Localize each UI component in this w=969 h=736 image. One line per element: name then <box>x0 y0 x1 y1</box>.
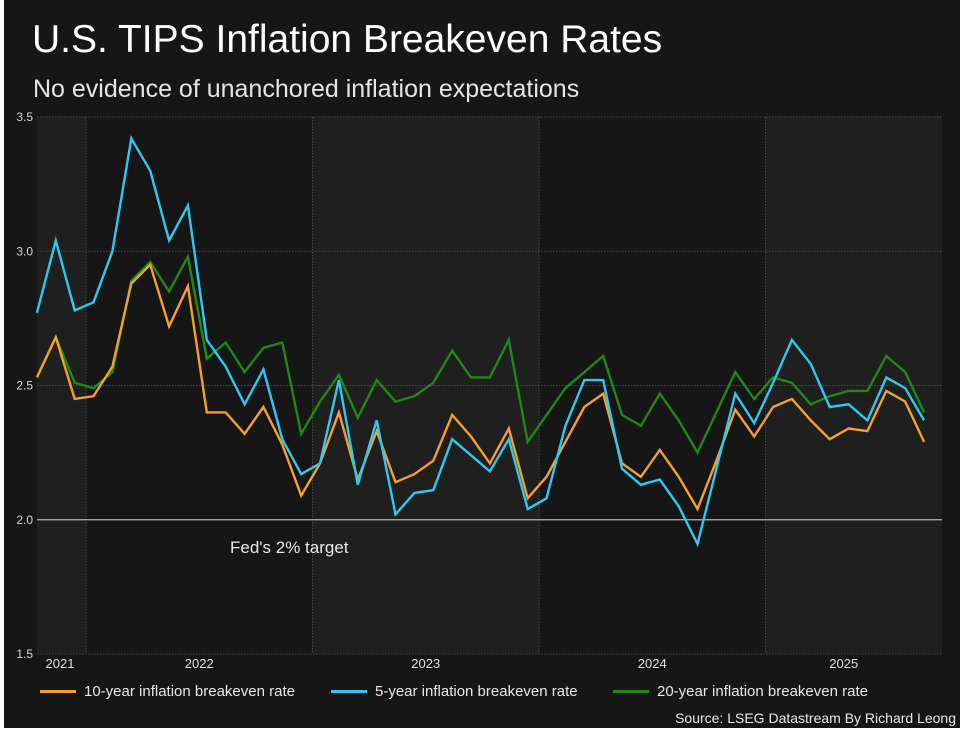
y-tick-label: 1.5 <box>16 647 33 661</box>
legend-swatch-10-year <box>40 690 76 693</box>
legend-swatch-20-year <box>613 690 649 693</box>
y-tick-label: 2.0 <box>16 513 33 527</box>
x-tick-label: 2023 <box>411 656 440 671</box>
legend-label-5-year: 5-year inflation breakeven rate <box>375 683 578 700</box>
x-tick-label: 2025 <box>829 656 858 671</box>
legend-label-20-year: 20-year inflation breakeven rate <box>657 683 868 700</box>
series-line-10-year <box>35 262 926 512</box>
chart-title: U.S. TIPS Inflation Breakeven Rates <box>32 18 663 61</box>
y-tick-label: 3.0 <box>16 244 33 258</box>
fed-target-label: Fed's 2% target <box>230 538 349 557</box>
y-tick-label: 2.5 <box>16 379 33 393</box>
series-line-5-year <box>35 135 926 548</box>
source-note: Source: LSEG Datastream By Richard Leong <box>675 710 956 726</box>
x-tick-label: 2021 <box>46 656 75 671</box>
legend-swatch-5-year <box>331 690 367 693</box>
y-tick-label: 3.5 <box>16 110 33 124</box>
legend-item-20-year: 20-year inflation breakeven rate <box>613 683 868 700</box>
legend-item-10-year: 10-year inflation breakeven rate <box>40 683 295 700</box>
legend-item-5-year: 5-year inflation breakeven rate <box>331 683 578 700</box>
chart-subtitle: No evidence of unanchored inflation expe… <box>33 75 580 103</box>
x-tick-label: 2022 <box>185 656 214 671</box>
x-tick-label: 2024 <box>638 656 667 671</box>
legend-label-10-year: 10-year inflation breakeven rate <box>84 683 295 700</box>
